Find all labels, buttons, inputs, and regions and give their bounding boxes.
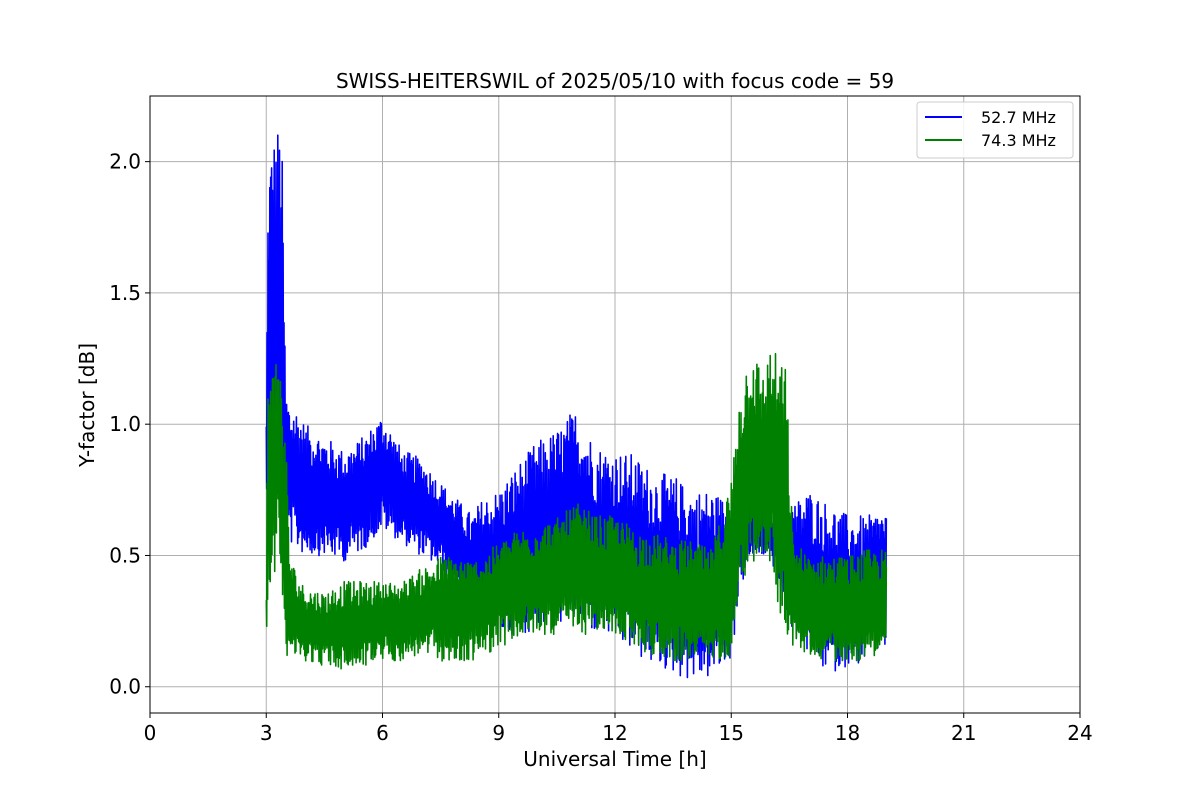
y-tick-label: 0.5 [109,543,141,567]
x-tick-label: 6 [376,721,389,745]
x-tick-label: 9 [492,721,505,745]
legend-label-52-7: 52.7 MHz [981,108,1056,127]
y-tick-label: 2.0 [109,150,141,174]
y-tick-label: 1.0 [109,412,141,436]
y-axis-label: Y-factor [dB] [75,343,99,468]
y-tick-label: 1.5 [109,281,141,305]
x-tick-label: 24 [1067,721,1092,745]
x-tick-label: 18 [835,721,860,745]
x-tick-label: 12 [602,721,627,745]
series-line-1 [265,352,888,670]
x-axis-label: Universal Time [h] [523,747,706,771]
series-layer [265,134,888,679]
legend: 52.7 MHz 74.3 MHz [916,101,1074,159]
y-tick-label: 0.0 [109,675,141,699]
x-tick-label: 15 [719,721,744,745]
legend-label-74-3: 74.3 MHz [981,131,1056,150]
tick-layer: 0 3 6 9 12 15 18 21 24 0.0 0.5 1.0 1.5 2.0 [109,150,1093,745]
chart-title: SWISS-HEITERSWIL of 2025/05/10 with focu… [336,69,894,93]
x-tick-label: 21 [951,721,976,745]
grid-layer [149,96,1081,713]
x-tick-label: 3 [260,721,273,745]
x-tick-label: 0 [144,721,157,745]
